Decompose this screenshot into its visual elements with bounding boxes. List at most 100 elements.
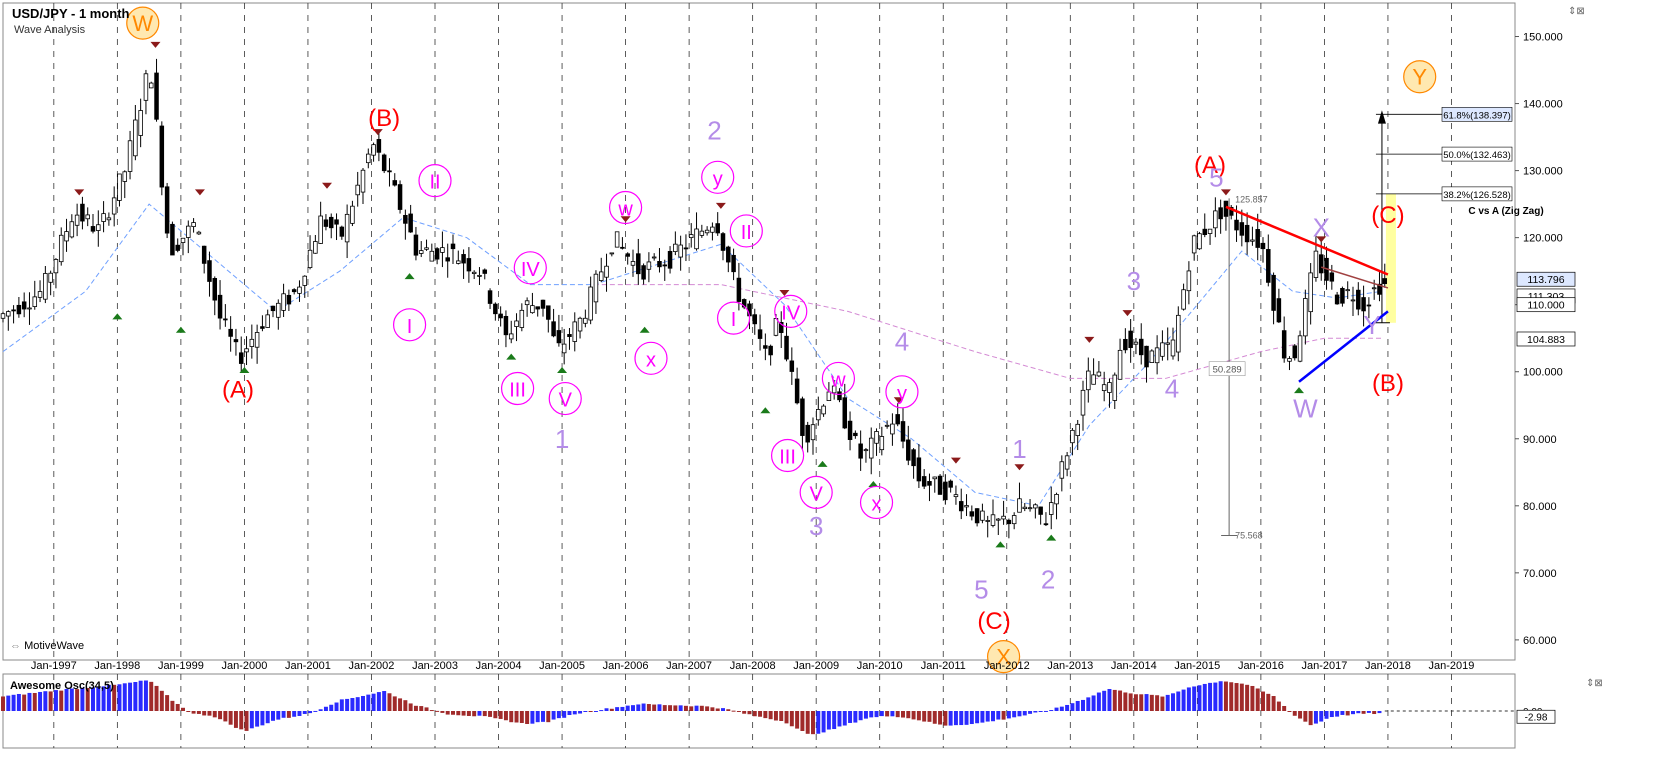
fib-level-label: 38.2%(126.528) bbox=[1443, 190, 1511, 201]
osc-bar-down bbox=[689, 706, 694, 711]
candle-down bbox=[175, 244, 180, 251]
candle-up bbox=[43, 273, 48, 300]
candle-up bbox=[106, 217, 112, 221]
y-tick-label: 150.000 bbox=[1523, 32, 1563, 44]
candle-up bbox=[699, 230, 705, 236]
candle-down bbox=[238, 352, 244, 364]
osc-bar-down bbox=[509, 711, 514, 723]
wave-circle bbox=[701, 160, 735, 194]
candle-up bbox=[96, 224, 101, 231]
osc-bar-up bbox=[313, 710, 318, 712]
osc-bar-down bbox=[763, 711, 768, 719]
osc-bar-down bbox=[699, 705, 704, 711]
grid-lines bbox=[53, 3, 1452, 748]
candle-up bbox=[313, 241, 318, 254]
osc-bar-down bbox=[1345, 711, 1350, 716]
wave-label: II bbox=[741, 222, 752, 244]
candle-down bbox=[1128, 330, 1133, 348]
wave-label: W bbox=[1293, 394, 1318, 424]
osc-bar-up bbox=[1102, 690, 1107, 711]
osc-bar-up bbox=[541, 711, 545, 722]
candle-up bbox=[1112, 374, 1118, 401]
candle-up bbox=[1096, 371, 1102, 377]
candle-up bbox=[874, 431, 879, 444]
osc-bar-down bbox=[207, 711, 212, 716]
candle-up bbox=[1197, 233, 1202, 250]
wave-label: V bbox=[559, 390, 573, 412]
chart-subtitle: Wave Analysis bbox=[14, 24, 86, 36]
swing-high-marker bbox=[779, 289, 790, 296]
wave-label: (C) bbox=[1371, 202, 1404, 229]
wave-label: (A) bbox=[1194, 152, 1226, 179]
candle-down bbox=[625, 253, 630, 257]
arrows-icon[interactable]: ⇔ bbox=[10, 640, 25, 652]
candle-up bbox=[360, 169, 366, 193]
wave-label: (B) bbox=[368, 105, 400, 132]
main-window-controls[interactable]: ⇕⊠ bbox=[1568, 6, 1585, 17]
candle-down bbox=[1239, 222, 1245, 236]
candle-down bbox=[726, 246, 731, 263]
candle-down bbox=[408, 213, 413, 233]
candle-down bbox=[1043, 523, 1049, 526]
candle-up bbox=[1017, 498, 1022, 513]
osc-bar-down bbox=[218, 711, 223, 720]
osc-bar-down bbox=[906, 711, 911, 719]
candle-down bbox=[757, 329, 763, 339]
osc-bar-up bbox=[1096, 692, 1101, 711]
osc-bar-up bbox=[43, 691, 48, 711]
osc-bar-up bbox=[69, 688, 74, 711]
wave-label: X bbox=[996, 645, 1011, 670]
osc-bar-up bbox=[869, 711, 874, 718]
osc-bar-up bbox=[143, 680, 148, 711]
osc-bar-up bbox=[1086, 697, 1091, 711]
osc-bar-up bbox=[345, 698, 350, 711]
fib-level-box bbox=[1441, 107, 1513, 122]
x-tick-label: Jan-2012 bbox=[984, 660, 1030, 672]
osc-bar-down bbox=[742, 711, 747, 714]
retrace-box bbox=[1208, 361, 1246, 377]
osc-bar-down bbox=[445, 711, 450, 715]
osc-bar-up bbox=[636, 704, 641, 711]
swing-low-marker bbox=[404, 273, 415, 280]
osc-bar-down bbox=[895, 711, 900, 718]
osc-bar-down bbox=[1239, 683, 1244, 711]
osc-bar-up bbox=[1181, 689, 1186, 711]
candle-down bbox=[1223, 200, 1229, 217]
osc-bar-down bbox=[1223, 681, 1228, 711]
candle-up bbox=[1059, 461, 1065, 479]
osc-bar-down bbox=[408, 703, 413, 711]
osc-bar-up bbox=[276, 711, 281, 720]
osc-bar-up bbox=[863, 711, 868, 719]
osc-bar-down bbox=[1229, 682, 1234, 711]
osc-bar-up bbox=[101, 686, 106, 711]
candle-down bbox=[784, 335, 789, 360]
y-tick-label: 120.000 bbox=[1523, 233, 1563, 245]
candle-up bbox=[307, 249, 313, 268]
candle-up bbox=[561, 343, 567, 354]
osc-bar-up bbox=[1213, 682, 1218, 711]
candle-up bbox=[138, 110, 143, 136]
candle-up bbox=[244, 348, 249, 353]
osc-bar-down bbox=[398, 698, 403, 711]
osc-bar-up bbox=[80, 687, 85, 711]
retrace-label: 50.289 bbox=[1213, 365, 1242, 376]
osc-bar-up bbox=[91, 687, 95, 711]
swing-high-marker bbox=[194, 189, 205, 196]
osc-bar-up bbox=[334, 702, 339, 711]
candle-up bbox=[355, 184, 360, 196]
swing-low-marker bbox=[760, 407, 771, 414]
candle-up bbox=[265, 314, 270, 328]
candle-up bbox=[1022, 506, 1028, 509]
osc-window-controls[interactable]: ⇕⊠ bbox=[1586, 678, 1603, 689]
candle-up bbox=[821, 405, 826, 415]
wave-label: Y bbox=[1363, 310, 1380, 340]
swing-low-marker bbox=[1046, 534, 1057, 541]
candle-down bbox=[201, 245, 207, 264]
osc-bar-down bbox=[1155, 695, 1160, 711]
x-tick-label: Jan-1999 bbox=[158, 660, 204, 672]
candle-up bbox=[508, 333, 514, 340]
osc-bar-down bbox=[609, 708, 614, 711]
